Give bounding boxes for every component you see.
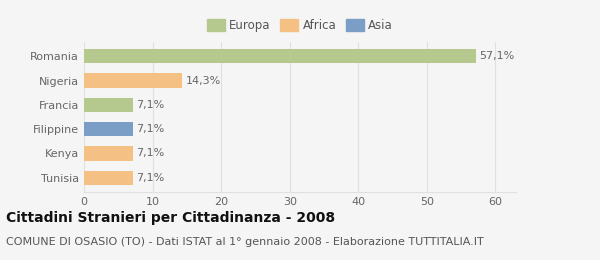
Bar [84, 49, 476, 63]
Text: Cittadini Stranieri per Cittadinanza - 2008: Cittadini Stranieri per Cittadinanza - 2… [6, 211, 335, 225]
Bar [84, 73, 182, 88]
Bar [84, 122, 133, 136]
Text: 7,1%: 7,1% [136, 173, 164, 183]
Bar [84, 98, 133, 112]
Text: 7,1%: 7,1% [136, 124, 164, 134]
Bar [84, 171, 133, 185]
Text: COMUNE DI OSASIO (TO) - Dati ISTAT al 1° gennaio 2008 - Elaborazione TUTTITALIA.: COMUNE DI OSASIO (TO) - Dati ISTAT al 1°… [6, 237, 484, 246]
Legend: Europa, Africa, Asia: Europa, Africa, Asia [202, 14, 398, 37]
Text: 7,1%: 7,1% [136, 100, 164, 110]
Bar [84, 146, 133, 161]
Text: 14,3%: 14,3% [185, 75, 221, 86]
Text: 57,1%: 57,1% [479, 51, 514, 61]
Text: 7,1%: 7,1% [136, 148, 164, 159]
